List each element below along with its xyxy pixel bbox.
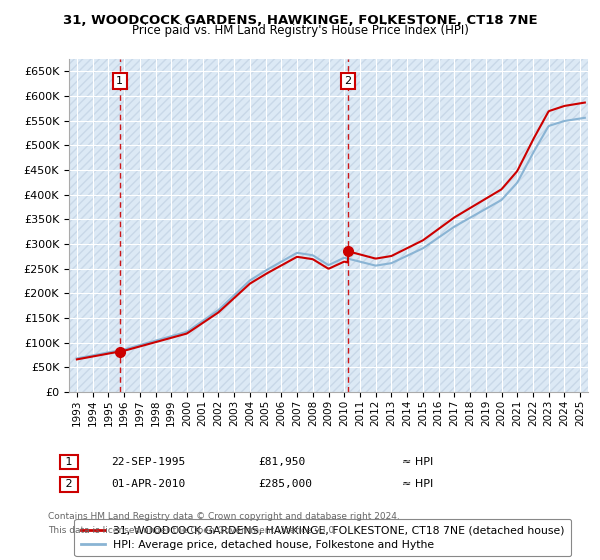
Text: 1: 1 (62, 457, 76, 467)
Text: 31, WOODCOCK GARDENS, HAWKINGE, FOLKESTONE, CT18 7NE: 31, WOODCOCK GARDENS, HAWKINGE, FOLKESTO… (62, 14, 538, 27)
Text: This data is licensed under the Open Government Licence v3.0.: This data is licensed under the Open Gov… (48, 526, 337, 535)
Text: 01-APR-2010: 01-APR-2010 (111, 479, 185, 489)
Text: ≈ HPI: ≈ HPI (402, 479, 433, 489)
Legend: 31, WOODCOCK GARDENS, HAWKINGE, FOLKESTONE, CT18 7NE (detached house), HPI: Aver: 31, WOODCOCK GARDENS, HAWKINGE, FOLKESTO… (74, 519, 571, 557)
Text: Contains HM Land Registry data © Crown copyright and database right 2024.: Contains HM Land Registry data © Crown c… (48, 512, 400, 521)
Text: ≈ HPI: ≈ HPI (402, 457, 433, 467)
Text: 22-SEP-1995: 22-SEP-1995 (111, 457, 185, 467)
Text: 2: 2 (344, 76, 352, 86)
Text: £285,000: £285,000 (258, 479, 312, 489)
Text: Price paid vs. HM Land Registry's House Price Index (HPI): Price paid vs. HM Land Registry's House … (131, 24, 469, 37)
Text: 2: 2 (62, 479, 76, 489)
Text: 1: 1 (116, 76, 123, 86)
Text: £81,950: £81,950 (258, 457, 305, 467)
